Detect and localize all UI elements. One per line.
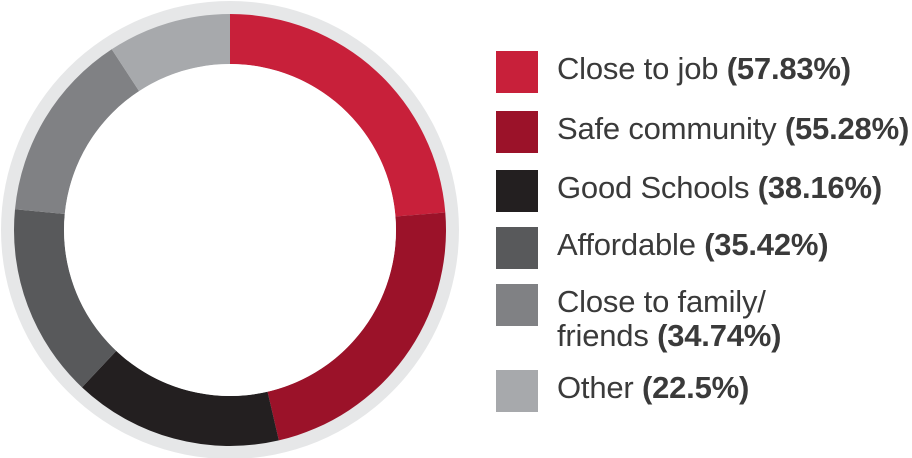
donut-slice-good-schools bbox=[82, 350, 279, 447]
legend-swatch-other bbox=[496, 370, 538, 412]
legend-percent: (55.28%) bbox=[784, 111, 910, 146]
legend-swatch-close-to-family-friends bbox=[496, 284, 538, 326]
legend-name-line2-wrap: friends (34.74%) bbox=[557, 319, 781, 353]
legend-label-good-schools: Good Schools (38.16%) bbox=[557, 171, 882, 205]
legend-name: Affordable bbox=[557, 227, 696, 262]
legend-label-close-to-family-friends: Close to family/ friends (34.74%) bbox=[557, 285, 781, 353]
donut-slice-other bbox=[111, 14, 230, 92]
legend-swatch-good-schools bbox=[496, 170, 538, 212]
legend-swatch-safe-community bbox=[496, 111, 538, 153]
donut-slice-close-to-family-friends bbox=[15, 49, 140, 215]
legend-name: Other bbox=[557, 370, 634, 405]
legend-name-line1: Close to family/ bbox=[557, 284, 766, 319]
donut-chart bbox=[1, 1, 459, 458]
legend-name: Close to job bbox=[557, 51, 719, 86]
donut-hole bbox=[64, 64, 396, 396]
donut-slice-affordable bbox=[13, 209, 117, 388]
legend-swatch-close-to-job bbox=[496, 51, 538, 93]
legend-label-other: Other (22.5%) bbox=[557, 371, 749, 405]
legend-percent: (35.42%) bbox=[704, 227, 829, 262]
legend-label-close-to-job: Close to job (57.83%) bbox=[557, 52, 851, 86]
donut-slice-close-to-job bbox=[230, 14, 446, 217]
legend-label-safe-community: Safe community (55.28%) bbox=[557, 112, 909, 146]
legend-swatch-affordable bbox=[496, 227, 538, 269]
legend-percent: (22.5%) bbox=[641, 370, 750, 405]
legend-name-line2: friends bbox=[557, 318, 649, 353]
legend-name: Safe community bbox=[557, 111, 777, 146]
legend-name: Good Schools bbox=[557, 170, 750, 205]
donut-slice-safe-community bbox=[267, 212, 447, 441]
legend-percent: (57.83%) bbox=[726, 51, 851, 86]
legend-percent: (38.16%) bbox=[757, 170, 882, 205]
legend-percent: (34.74%) bbox=[657, 318, 782, 353]
legend-label-affordable: Affordable (35.42%) bbox=[557, 227, 829, 262]
